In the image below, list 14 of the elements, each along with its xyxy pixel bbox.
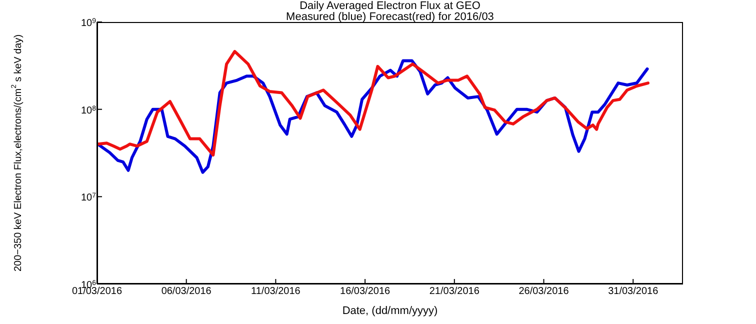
x-tick-label: 06/03/2016 <box>161 286 212 298</box>
x-tick-label: 01/03/2016 <box>72 286 122 298</box>
x-tick-label: 26/03/2016 <box>518 286 570 298</box>
x-tick-label: 16/03/2016 <box>340 286 391 298</box>
x-tick-label: 11/03/2016 <box>251 286 301 298</box>
x-tick-label: 31/03/2016 <box>608 286 659 298</box>
chart-title: Daily Averaged Electron Flux at GEO <box>298 0 482 12</box>
line-series <box>97 50 650 156</box>
y-tick-label: 10$^{7}$ <box>80 192 96 204</box>
x-tick-label: 21/03/2016 <box>429 286 480 298</box>
chart-subtitle: Measured (blue) Forecast(red) for 2016/03 <box>285 11 495 23</box>
x-axis-title: Date, (dd/mm/yyyy) <box>342 305 438 317</box>
y-tick-label: 10$^{8}$ <box>80 104 96 116</box>
y-tick-label: 10$^{9}$ <box>80 18 96 29</box>
